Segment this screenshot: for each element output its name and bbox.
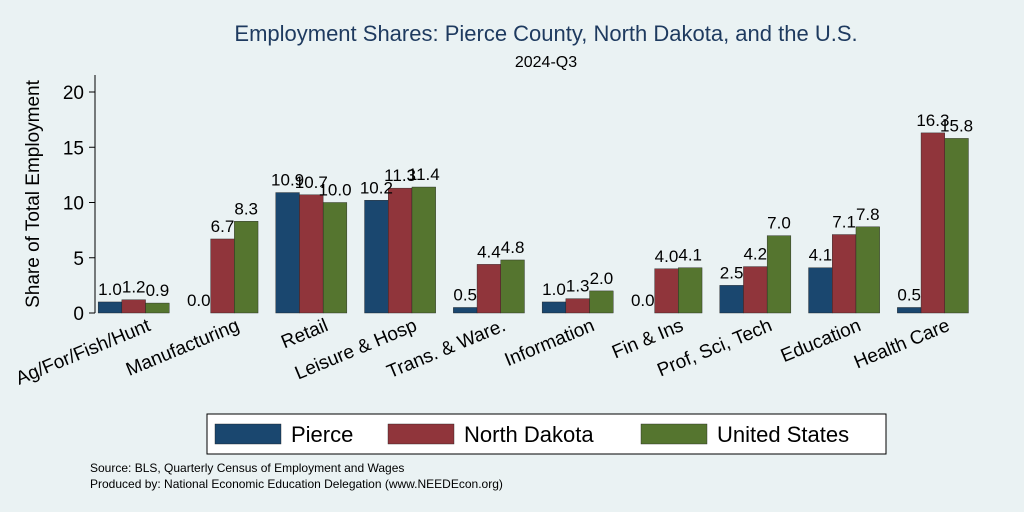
bar-value-label: 7.8 xyxy=(856,205,880,224)
bar-value-label: 16.3 xyxy=(916,111,949,130)
bar-north-dakota xyxy=(565,298,590,314)
bar-united-states xyxy=(855,226,880,314)
bar-united-states xyxy=(500,259,525,314)
bar-value-label: 4.1 xyxy=(678,246,702,265)
bar-united-states xyxy=(766,235,792,314)
legend-swatch xyxy=(640,423,708,445)
bar-value-label: 4.8 xyxy=(501,238,525,257)
bar-value-label: 10.7 xyxy=(295,173,328,192)
bar-pierce xyxy=(808,267,833,314)
bar-united-states xyxy=(589,290,614,314)
bar-pierce xyxy=(719,285,744,314)
bar-united-states xyxy=(234,221,259,314)
y-tick-label: 0 xyxy=(73,304,84,325)
bar-value-label: 0.5 xyxy=(897,285,921,304)
y-tick-label: 5 xyxy=(73,249,84,270)
bar-value-label: 0.0 xyxy=(631,291,655,310)
bar-pierce xyxy=(364,200,389,314)
bar-value-label: 1.2 xyxy=(122,278,146,297)
bar-value-label: 7.1 xyxy=(832,213,856,232)
y-tick-label: 15 xyxy=(63,138,84,159)
bar-value-label: 1.0 xyxy=(542,280,566,299)
bar-north-dakota xyxy=(476,264,501,314)
y-axis-label: Share of Total Employment xyxy=(23,79,44,307)
bar-value-label: 10.0 xyxy=(318,181,351,200)
legend: Pierce North Dakota United States xyxy=(214,422,849,447)
bar-pierce xyxy=(897,307,922,314)
bar-united-states xyxy=(322,202,348,314)
bar-value-label: 10.9 xyxy=(271,171,304,190)
bar-united-states xyxy=(411,186,436,314)
bar-pierce xyxy=(453,307,478,314)
y-tick-label: 10 xyxy=(63,194,84,215)
bar-value-label: 7.0 xyxy=(767,214,791,233)
bar-value-label: 0.0 xyxy=(187,291,211,310)
bar-value-label: 1.0 xyxy=(98,280,122,299)
bar-pierce xyxy=(97,301,123,314)
bar-pierce xyxy=(541,301,567,314)
bar-value-label: 4.1 xyxy=(809,246,833,265)
chart-title: Employment Shares: Pierce County, North … xyxy=(234,21,857,46)
produced-by-note: Produced by: National Economic Education… xyxy=(90,477,503,491)
legend-label: United States xyxy=(717,422,849,447)
bars-group xyxy=(97,132,969,314)
legend-swatch xyxy=(387,423,455,445)
bar-value-label: 6.7 xyxy=(211,217,235,236)
bar-north-dakota xyxy=(121,299,146,314)
x-tick-label: Retail xyxy=(278,315,331,353)
bar-value-label: 10.2 xyxy=(360,178,393,197)
bar-north-dakota xyxy=(743,266,768,314)
bar-north-dakota xyxy=(832,234,857,314)
bar-north-dakota xyxy=(920,132,945,314)
bar-value-label: 2.5 xyxy=(720,263,744,282)
bar-value-label: 0.9 xyxy=(146,281,170,300)
bar-united-states xyxy=(145,302,170,314)
bar-united-states xyxy=(678,267,703,314)
bar-north-dakota xyxy=(388,187,413,314)
bar-value-label: 4.4 xyxy=(477,242,501,261)
legend-label: Pierce xyxy=(291,422,353,447)
bar-north-dakota xyxy=(210,238,235,314)
bar-labels-group: 1.0 1.2 0.90.06.78.310.910.710.0 10.211.311… xyxy=(98,111,973,310)
source-note: Source: BLS, Quarterly Census of Employm… xyxy=(90,461,404,475)
bar-value-label: 15.8 xyxy=(940,116,973,135)
bar-value-label: 11.4 xyxy=(408,165,440,184)
bar-north-dakota xyxy=(299,194,324,314)
bar-value-label: 4.0 xyxy=(655,247,679,266)
y-tick-label: 20 xyxy=(63,83,84,104)
y-axis-ticks: 0 5 10 15 20 xyxy=(63,83,95,325)
bar-pierce xyxy=(275,192,300,314)
x-tick-label: Health Care xyxy=(851,315,953,373)
bar-value-label: 11.3 xyxy=(384,166,416,185)
bar-united-states xyxy=(944,138,969,314)
x-tick-label: Information xyxy=(502,315,598,371)
legend-box xyxy=(206,413,887,455)
legend-label: North Dakota xyxy=(464,422,594,447)
bar-value-label: 0.5 xyxy=(453,285,477,304)
bar-value-label: 8.3 xyxy=(234,199,258,218)
legend-swatch xyxy=(214,423,282,445)
x-tick-label: Education xyxy=(778,315,864,367)
bar-value-label: 4.2 xyxy=(743,245,767,264)
chart-subtitle: 2024-Q3 xyxy=(515,54,577,71)
bar-north-dakota xyxy=(654,268,679,314)
bar-value-label: 1.3 xyxy=(566,277,590,296)
bar-value-label: 2.0 xyxy=(590,269,614,288)
